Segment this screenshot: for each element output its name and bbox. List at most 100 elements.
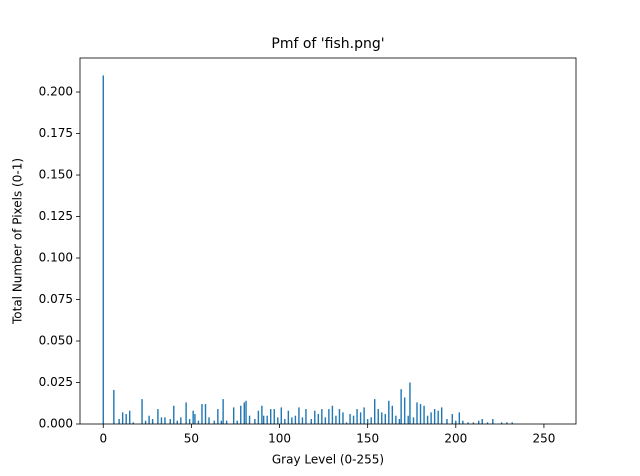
bar [157, 409, 159, 424]
bar [391, 405, 394, 424]
bar [129, 410, 131, 424]
bar [317, 414, 320, 424]
bar [433, 409, 436, 424]
bar [245, 400, 247, 424]
bar [345, 422, 348, 424]
y-tick-label: 0.200 [39, 85, 73, 99]
bar [310, 419, 312, 424]
bar [220, 420, 223, 424]
bar [148, 415, 150, 424]
bar [370, 417, 372, 424]
bar [381, 412, 383, 424]
bar [356, 409, 358, 424]
x-tick-label: 200 [444, 432, 467, 446]
x-tick-label: 0 [99, 432, 107, 446]
bar [180, 417, 182, 424]
bar [377, 409, 379, 424]
bar [440, 407, 443, 424]
bar [213, 420, 216, 424]
y-tick-label: 0.025 [39, 375, 73, 389]
bar [232, 407, 235, 424]
bar [352, 415, 355, 424]
bar [236, 420, 238, 424]
bar [102, 75, 104, 424]
bar [472, 422, 475, 424]
bar [511, 422, 513, 424]
bar [363, 407, 365, 424]
bar [455, 420, 457, 424]
bar [204, 404, 207, 424]
x-tick-label: 50 [184, 432, 199, 446]
bar [173, 405, 175, 424]
bar [160, 417, 163, 424]
bar [395, 415, 397, 424]
bar [407, 415, 409, 424]
bar [287, 410, 290, 424]
x-tick-label: 250 [532, 432, 555, 446]
y-axis-label: Total Number of Pixels (0-1) [11, 158, 25, 325]
bar [374, 399, 376, 424]
bar [314, 410, 316, 424]
bar [277, 417, 279, 424]
bar [338, 409, 341, 424]
bar [324, 417, 327, 424]
bar [481, 419, 483, 424]
bar [151, 419, 154, 424]
bar [403, 397, 406, 424]
bar [331, 405, 334, 424]
bar [462, 420, 464, 424]
bar [458, 412, 461, 424]
bar [291, 417, 293, 424]
bar [409, 382, 411, 424]
bar [423, 405, 425, 424]
bar [349, 414, 351, 424]
bar [388, 400, 390, 424]
bar [451, 414, 453, 424]
bar [280, 407, 282, 424]
bar [176, 420, 179, 424]
bar [419, 404, 422, 424]
bar [217, 409, 219, 424]
y-tick-label: 0.075 [39, 292, 73, 306]
bar [412, 417, 415, 424]
x-tick-label: 100 [268, 432, 291, 446]
bar [144, 420, 147, 424]
bar [169, 419, 171, 424]
bar [121, 412, 124, 424]
bar [273, 409, 275, 424]
x-tick-label: 150 [356, 432, 379, 446]
bar [197, 420, 200, 424]
bar [248, 415, 251, 424]
y-tick-label: 0.000 [39, 417, 73, 431]
bar [335, 415, 337, 424]
bar [222, 399, 224, 424]
plot-frame [79, 57, 577, 425]
bar [492, 419, 494, 424]
bar [506, 422, 508, 424]
bar [192, 410, 194, 424]
bar [225, 420, 228, 424]
y-tick-label: 0.125 [39, 209, 73, 223]
bar [240, 405, 242, 424]
y-tick-label: 0.100 [39, 251, 73, 265]
y-tick-label: 0.150 [39, 168, 73, 182]
bar [257, 410, 260, 424]
bar [294, 415, 297, 424]
y-tick-label: 0.050 [39, 334, 73, 348]
bar [262, 415, 265, 424]
bar [342, 412, 344, 424]
bar [118, 419, 120, 424]
bar [430, 412, 432, 424]
chart-title: Pmf of 'fish.png' [271, 36, 384, 52]
bar [321, 409, 323, 424]
bar [486, 422, 489, 424]
bar [477, 420, 480, 424]
bar [125, 414, 127, 424]
bar [270, 409, 272, 424]
bar [201, 404, 203, 424]
bar [384, 414, 386, 424]
bar [416, 402, 418, 424]
bar [194, 414, 196, 424]
bar [243, 402, 245, 424]
bar [500, 422, 503, 424]
